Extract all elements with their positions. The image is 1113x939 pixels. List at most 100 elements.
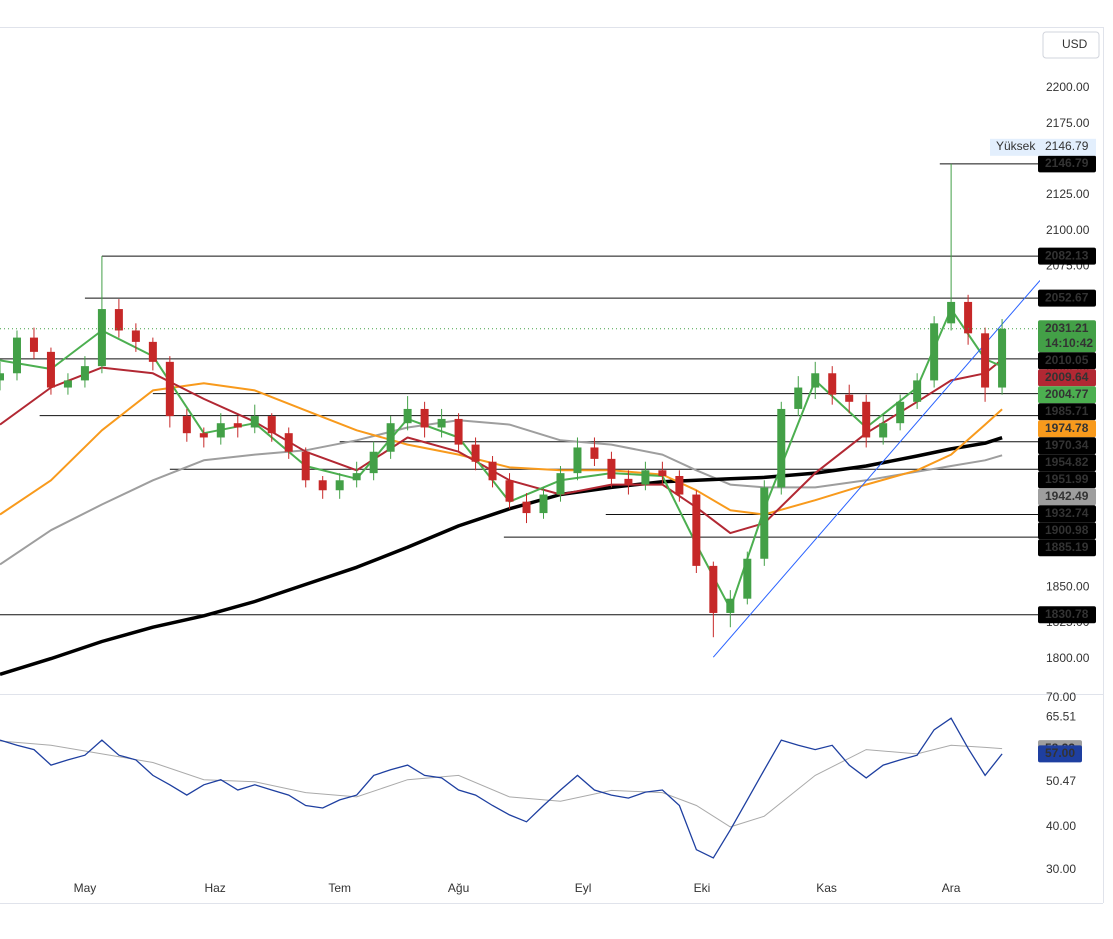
candle <box>471 437 480 471</box>
candle-body <box>369 451 378 474</box>
high-label-bg <box>990 138 1096 156</box>
candle <box>46 347 55 395</box>
badge-bg <box>1038 289 1096 307</box>
candle-body <box>403 408 412 424</box>
candle-body <box>29 337 38 352</box>
candle-body <box>437 418 446 428</box>
candle-body <box>862 401 871 438</box>
candle <box>0 361 4 391</box>
badge-bg <box>1038 386 1096 404</box>
candle-body <box>896 401 905 424</box>
candle <box>998 319 1007 395</box>
badge-bg <box>1038 320 1096 353</box>
candle-body <box>743 558 752 599</box>
candle-body <box>352 473 361 481</box>
badge-bg <box>1038 437 1096 455</box>
badge-label: 1830.78 <box>1045 607 1089 621</box>
price-badge: 2010.05 <box>1038 352 1096 370</box>
candle <box>216 413 225 445</box>
candle-body <box>794 387 803 409</box>
price-axis: 1800.001825.001850.001875.001900.001925.… <box>990 80 1096 876</box>
candle-body <box>590 447 599 459</box>
rsi-tick-label: 30.00 <box>1046 862 1076 876</box>
candle-body <box>386 423 395 452</box>
price-badge: 2146.79 <box>1038 155 1096 173</box>
candle <box>947 163 956 331</box>
y-tick-label: 2175.00 <box>1046 116 1090 130</box>
badge-label: 1885.19 <box>1045 540 1089 554</box>
candle <box>403 396 412 431</box>
candle-body <box>97 309 106 367</box>
badge-label: 1954.82 <box>1045 455 1089 469</box>
candle-body <box>556 473 565 495</box>
candle <box>964 294 973 345</box>
badge-bg <box>1038 155 1096 173</box>
candle-body <box>0 373 4 381</box>
candle <box>930 316 939 388</box>
price-badge: 2082.13 <box>1038 247 1096 265</box>
y-tick-label: 2100.00 <box>1046 223 1090 237</box>
candle <box>267 413 276 442</box>
candle <box>607 451 616 488</box>
badge-label: 2010.05 <box>1045 353 1089 367</box>
y-tick-label: 2125.00 <box>1046 187 1090 201</box>
candle <box>114 299 123 338</box>
rsi-tick-label: 50.47 <box>1046 774 1076 788</box>
candle-body <box>641 470 650 485</box>
candle-body <box>165 361 174 417</box>
candle-body <box>471 444 480 462</box>
candle-body <box>318 480 327 491</box>
candle <box>573 437 582 481</box>
candle-body <box>335 480 344 491</box>
candle <box>335 473 344 499</box>
candle-body <box>131 330 140 342</box>
candle <box>709 561 718 638</box>
candle <box>284 427 293 459</box>
candle <box>743 551 752 605</box>
candle <box>913 373 922 409</box>
candle-body <box>182 416 191 434</box>
candle <box>862 394 871 448</box>
candle <box>981 327 990 402</box>
candle-body <box>879 423 888 438</box>
badge-label: 2004.77 <box>1045 387 1089 401</box>
candle <box>505 473 514 509</box>
badge-label: 1951.99 <box>1045 472 1089 486</box>
badge-bg <box>1038 352 1096 370</box>
candle <box>760 480 769 566</box>
candle-body <box>420 408 429 428</box>
candle <box>777 401 786 495</box>
badge-bg <box>1038 522 1096 540</box>
price-badge: 1885.19 <box>1038 539 1096 557</box>
candle-body <box>284 433 293 452</box>
candle-body <box>777 408 786 488</box>
candle-body <box>46 351 55 388</box>
candle <box>556 466 565 502</box>
candle-body <box>947 301 956 324</box>
badge-bg <box>1038 420 1096 438</box>
candle <box>182 408 191 442</box>
rsi-line <box>0 717 1003 859</box>
badge-bg <box>1038 471 1096 489</box>
x-tick-label: Haz <box>204 881 225 895</box>
candle-body <box>114 309 123 331</box>
candle-body <box>760 487 769 559</box>
main-pane <box>0 163 1040 676</box>
candle <box>301 447 310 488</box>
badge-label: 2052.67 <box>1045 290 1089 304</box>
candle <box>165 356 174 428</box>
currency-button[interactable] <box>1042 31 1100 59</box>
badge-label: 1942.49 <box>1045 489 1089 503</box>
x-tick-label: May <box>74 881 97 895</box>
price-badge: 2052.67 <box>1038 289 1096 307</box>
price-badge: 1942.49 <box>1038 488 1096 506</box>
currency-label[interactable]: USD <box>1062 37 1088 51</box>
price-badge: 1900.98 <box>1038 522 1096 540</box>
candle-body <box>63 380 72 388</box>
price-badge: 1951.99 <box>1038 471 1096 489</box>
candle-body <box>267 416 276 434</box>
candle <box>641 461 650 491</box>
price-badge: 2004.77 <box>1038 386 1096 404</box>
price-badge: 1985.71 <box>1038 403 1096 421</box>
